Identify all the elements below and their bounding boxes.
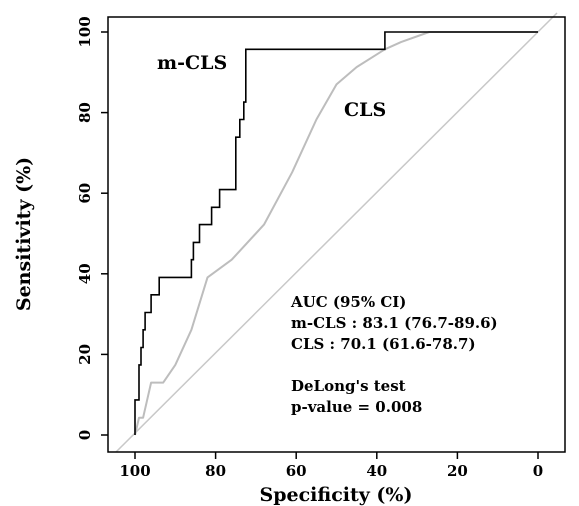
y-tick-label: 100 xyxy=(76,16,94,47)
x-tick-label: 80 xyxy=(205,462,226,480)
m-cls-series-label: m-CLS xyxy=(157,52,227,74)
delong-test-heading: DeLong's test xyxy=(291,377,406,395)
cls-roc-curve xyxy=(134,31,538,436)
x-axis: 100 80 60 40 20 0 xyxy=(119,452,543,480)
x-tick-label: 40 xyxy=(366,462,387,480)
x-tick-label: 100 xyxy=(119,462,150,480)
y-tick-label: 40 xyxy=(76,263,94,284)
y-tick-label: 60 xyxy=(76,183,94,204)
y-tick-label: 80 xyxy=(76,102,94,123)
x-tick-label: 20 xyxy=(447,462,468,480)
x-axis-title: Specificity (%) xyxy=(260,484,413,506)
reference-diagonal-line xyxy=(115,12,558,453)
y-axis-title: Sensitivity (%) xyxy=(13,157,35,311)
x-tick-label: 60 xyxy=(286,462,307,480)
x-tick-label: 0 xyxy=(533,462,543,480)
auc-heading: AUC (95% CI) xyxy=(290,293,406,311)
cls-series-label: CLS xyxy=(344,99,386,121)
plot-frame xyxy=(107,16,566,453)
delong-p-value: p-value = 0.008 xyxy=(291,398,422,416)
auc-cls: CLS : 70.1 (61.6-78.7) xyxy=(291,335,476,353)
y-axis: 0 20 40 60 80 100 xyxy=(76,16,108,440)
y-tick-label: 0 xyxy=(76,430,94,440)
m-cls-roc-curve xyxy=(134,31,538,435)
y-tick-label: 20 xyxy=(76,344,94,365)
auc-m-cls: m-CLS : 83.1 (76.7-89.6) xyxy=(291,314,498,332)
